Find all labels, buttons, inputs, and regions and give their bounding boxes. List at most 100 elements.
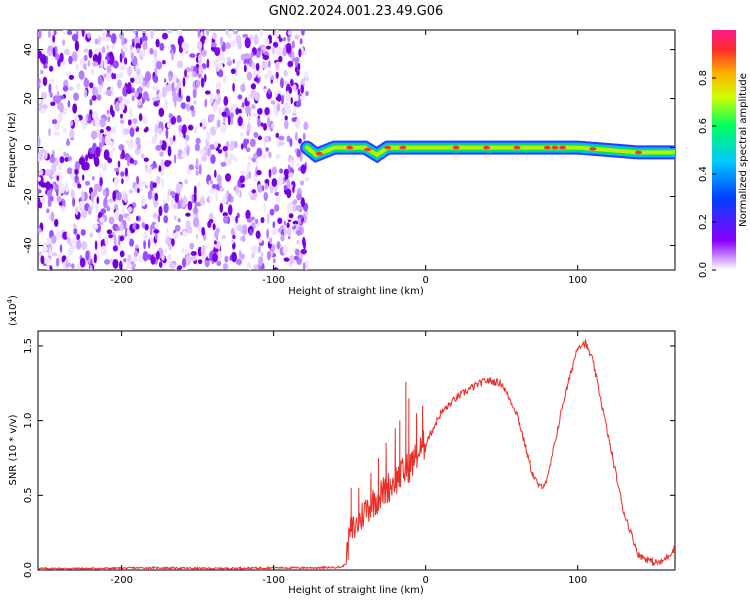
noise-speckle xyxy=(106,44,110,50)
noise-speckle xyxy=(52,173,58,178)
noise-speckle xyxy=(195,79,200,87)
noise-speckle xyxy=(63,30,67,35)
noise-speckle xyxy=(295,100,302,108)
x-tick-label: -100 xyxy=(262,575,285,586)
noise-speckle xyxy=(288,213,294,219)
noise-speckle xyxy=(217,143,221,149)
noise-speckle xyxy=(260,252,264,257)
noise-speckle xyxy=(39,81,43,88)
noise-speckle xyxy=(114,176,120,185)
noise-speckle xyxy=(110,126,117,134)
noise-speckle xyxy=(168,45,172,52)
noise-speckle xyxy=(59,102,64,113)
noise-speckle xyxy=(92,176,95,181)
noise-speckle xyxy=(201,35,206,41)
noise-speckle xyxy=(199,122,203,127)
noise-speckle xyxy=(152,182,157,189)
noise-speckle xyxy=(296,239,300,245)
noise-speckle xyxy=(300,84,305,94)
noise-speckle xyxy=(136,215,139,222)
noise-speckle xyxy=(255,230,261,239)
noise-speckle xyxy=(126,262,132,270)
noise-speckle xyxy=(295,60,299,68)
noise-speckle xyxy=(243,53,251,60)
x-tick-label: -200 xyxy=(110,275,133,286)
noise-speckle xyxy=(107,116,110,123)
noise-speckle xyxy=(249,228,253,236)
signal-hotspot xyxy=(635,150,642,155)
noise-speckle xyxy=(92,223,99,230)
noise-speckle xyxy=(73,92,79,101)
noise-speckle xyxy=(64,48,70,56)
noise-speckle xyxy=(210,154,216,164)
noise-speckle xyxy=(106,205,111,212)
noise-speckle xyxy=(123,258,127,263)
noise-speckle xyxy=(48,246,52,257)
noise-speckle xyxy=(259,108,263,114)
noise-speckle xyxy=(198,53,202,65)
noise-speckle xyxy=(194,126,198,134)
noise-speckle xyxy=(223,115,226,123)
noise-speckle xyxy=(245,105,252,115)
signal-hotspot xyxy=(589,147,597,151)
noise-speckle xyxy=(268,168,272,178)
noise-speckle xyxy=(297,62,301,71)
noise-speckle xyxy=(198,65,204,75)
noise-speckle xyxy=(221,111,227,117)
noise-speckle xyxy=(185,212,191,217)
noise-speckle xyxy=(241,235,246,243)
noise-speckle xyxy=(50,211,55,222)
noise-speckle xyxy=(171,82,175,92)
noise-speckle xyxy=(71,33,79,42)
noise-speckle xyxy=(140,196,146,207)
noise-speckle xyxy=(257,69,261,79)
snr-axes: -200 -100 0 100 0.0 0.5 1.0 1.5 xyxy=(23,331,675,586)
noise-speckle xyxy=(78,157,86,166)
noise-speckle xyxy=(256,147,263,157)
noise-speckle xyxy=(149,48,154,55)
noise-speckle xyxy=(209,187,216,194)
noise-speckle xyxy=(38,227,42,234)
noise-speckle xyxy=(108,234,113,239)
noise-speckle xyxy=(113,234,117,246)
noise-speckle xyxy=(302,262,306,270)
noise-speckle xyxy=(209,180,213,185)
noise-speckle xyxy=(112,259,119,269)
noise-speckle xyxy=(230,40,236,48)
noise-speckle xyxy=(157,214,161,223)
noise-speckle xyxy=(109,150,114,159)
noise-speckle xyxy=(90,130,98,140)
noise-speckle xyxy=(257,118,261,128)
noise-speckle xyxy=(101,46,106,54)
noise-speckle xyxy=(211,42,217,48)
noise-speckle xyxy=(276,103,281,112)
noise-speckle xyxy=(89,99,93,106)
noise-speckle xyxy=(196,233,199,240)
noise-speckle xyxy=(38,136,41,148)
noise-speckle xyxy=(83,54,88,62)
noise-speckle xyxy=(183,195,188,205)
noise-speckle xyxy=(236,108,243,114)
noise-speckle xyxy=(273,204,280,212)
noise-speckle xyxy=(71,263,75,269)
noise-speckle xyxy=(223,157,231,163)
noise-speckle xyxy=(91,200,95,211)
noise-speckle xyxy=(81,210,85,218)
noise-speckle xyxy=(101,136,105,147)
noise-speckle xyxy=(261,185,265,192)
noise-speckle xyxy=(114,209,119,221)
noise-speckle xyxy=(194,143,200,152)
noise-speckle xyxy=(68,86,74,91)
noise-speckle xyxy=(217,149,223,154)
noise-speckle xyxy=(64,182,69,193)
noise-speckle xyxy=(142,30,147,34)
noise-speckle xyxy=(67,30,73,36)
noise-speckle xyxy=(52,182,56,190)
snr-plot-area xyxy=(37,330,676,571)
noise-speckle xyxy=(99,177,103,187)
noise-speckle xyxy=(253,34,259,45)
noise-speckle xyxy=(271,123,275,130)
noise-speckle xyxy=(193,192,197,204)
noise-speckle xyxy=(270,100,276,105)
noise-speckle xyxy=(273,102,276,113)
